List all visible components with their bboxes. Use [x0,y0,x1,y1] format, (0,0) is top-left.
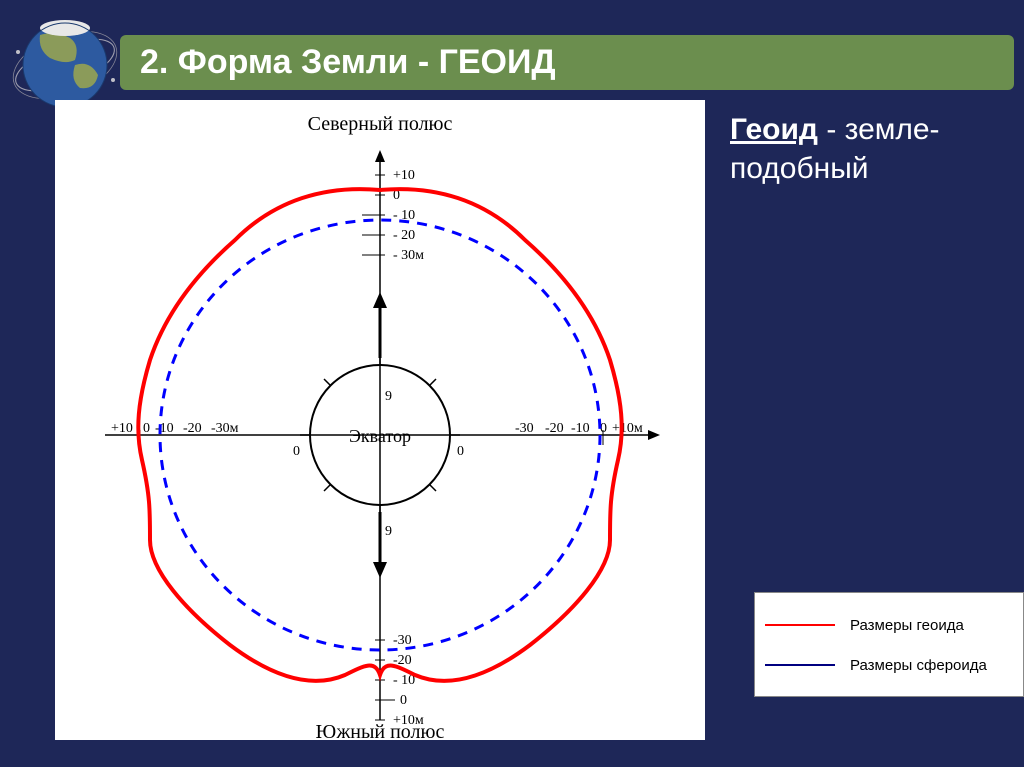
legend-row-geoid: Размеры геоида [765,605,1013,645]
title-bar: 2. Форма Земли - ГЕОИД [120,35,1014,90]
svg-text:-30: -30 [393,633,412,648]
svg-text:0: 0 [457,444,464,459]
north-pole-label: Северный полюс [308,113,453,135]
y-ticks-bottom: -30 -20 - 10 0 +10м [375,633,424,728]
svg-text:0: 0 [293,444,300,459]
svg-text:0: 0 [143,421,150,436]
legend-row-spheroid: Размеры сфероида [765,645,1013,685]
svg-text:9: 9 [385,389,392,404]
south-pole-label: Южный полюс [316,721,445,740]
definition-text: Геоид - земле-подобный [730,110,1010,188]
svg-text:-10: -10 [571,421,590,436]
geoid-diagram: Северный полюс Южный полюс +10 0 - 10 - … [55,100,705,740]
svg-text:-30м: -30м [211,421,239,436]
y-ticks-top: +10 0 - 10 - 20 - 30м [362,168,424,263]
svg-text:-10: -10 [155,421,174,436]
x-ticks-right: -30 -20 -10 0 +10м [515,421,643,445]
svg-text:-20: -20 [545,421,564,436]
svg-text:+10: +10 [111,421,133,436]
svg-text:+10: +10 [393,168,415,183]
legend-label-spheroid: Размеры сфероида [850,657,987,674]
svg-text:+10м: +10м [612,421,643,436]
definition-term: Геоид [730,113,818,146]
svg-text:-20: -20 [183,421,202,436]
svg-text:0: 0 [400,693,407,708]
legend-swatch-spheroid [765,664,835,666]
svg-text:9: 9 [385,524,392,539]
svg-text:-30: -30 [515,421,534,436]
equator-label: Экватор [349,426,411,446]
legend-label-geoid: Размеры геоида [850,617,964,634]
legend-swatch-geoid [765,624,835,626]
svg-text:+10м: +10м [393,713,424,728]
slide-title: 2. Форма Земли - ГЕОИД [140,43,556,82]
svg-text:- 30м: - 30м [393,248,424,263]
legend: Размеры геоида Размеры сфероида [754,592,1024,697]
x-ticks-left: +10 0 -10 -20 -30м [111,421,239,445]
svg-text:- 20: - 20 [393,228,415,243]
